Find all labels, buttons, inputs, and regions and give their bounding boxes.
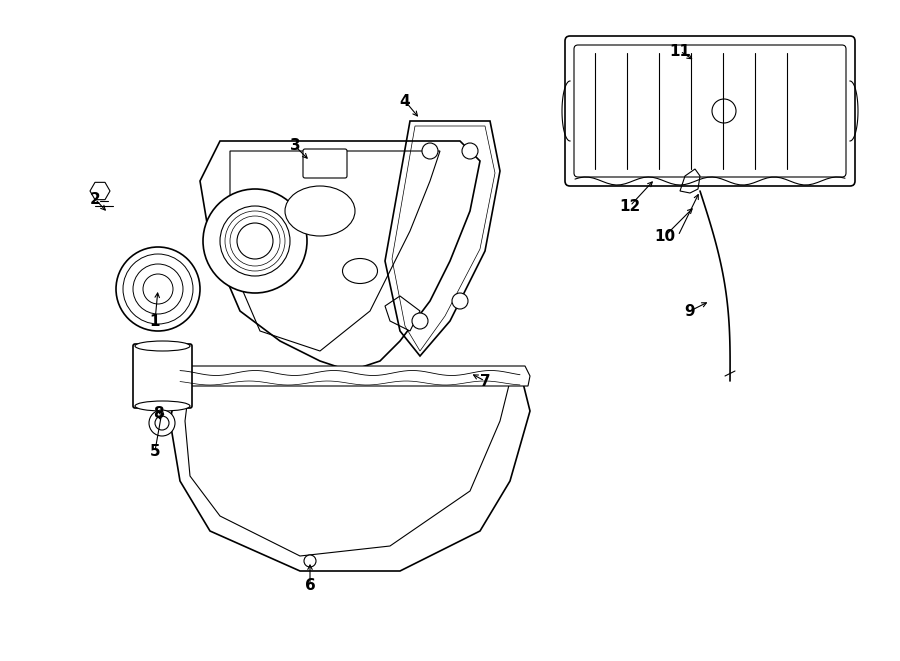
Text: 12: 12 (619, 198, 641, 214)
Polygon shape (200, 141, 480, 371)
Circle shape (422, 143, 438, 159)
Polygon shape (90, 182, 110, 200)
Circle shape (116, 247, 200, 331)
Text: 9: 9 (685, 303, 696, 319)
Ellipse shape (135, 401, 190, 411)
Circle shape (149, 410, 175, 436)
Circle shape (155, 416, 169, 430)
Text: 5: 5 (149, 444, 160, 459)
Text: 1: 1 (149, 313, 160, 329)
Circle shape (237, 223, 273, 259)
Circle shape (452, 293, 468, 309)
Ellipse shape (343, 258, 377, 284)
FancyBboxPatch shape (565, 36, 855, 186)
Polygon shape (385, 296, 420, 331)
Circle shape (412, 313, 428, 329)
Circle shape (203, 189, 307, 293)
Text: 4: 4 (400, 93, 410, 108)
Text: 2: 2 (90, 192, 101, 206)
Text: 3: 3 (290, 139, 301, 153)
Circle shape (712, 99, 736, 123)
Text: 11: 11 (670, 44, 690, 59)
Polygon shape (172, 366, 530, 386)
Text: 8: 8 (153, 405, 163, 420)
Text: 6: 6 (304, 578, 315, 594)
FancyBboxPatch shape (303, 149, 347, 178)
Circle shape (220, 206, 290, 276)
Polygon shape (170, 371, 530, 571)
FancyBboxPatch shape (574, 45, 846, 177)
Ellipse shape (135, 341, 190, 351)
Ellipse shape (285, 186, 355, 236)
FancyBboxPatch shape (133, 344, 192, 408)
Circle shape (462, 143, 478, 159)
Circle shape (304, 555, 316, 567)
Text: 7: 7 (480, 373, 491, 389)
Text: 10: 10 (654, 229, 676, 243)
